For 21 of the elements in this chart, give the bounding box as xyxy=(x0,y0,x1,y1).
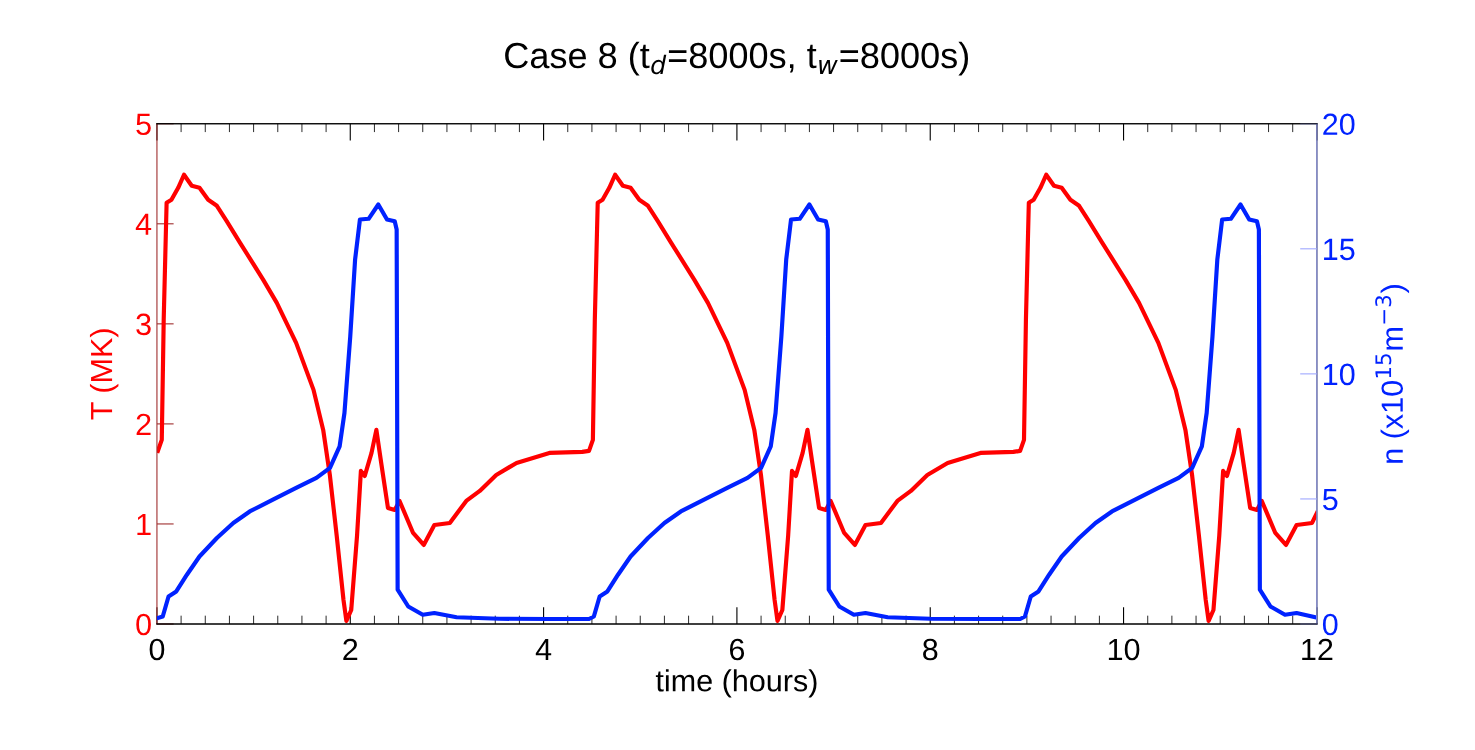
y2-axis-title: n (x10$^{15}$m$^{−3}$) xyxy=(1375,285,1410,463)
x-axis-title: time (hours) xyxy=(655,669,817,698)
x-tick-label: 10 xyxy=(1108,638,1140,661)
y2-tick-label: 20 xyxy=(1323,113,1355,136)
y2-tick-label: 10 xyxy=(1324,363,1355,386)
chart-title: Case 8 (t$_{d}$=8000s, t$_{w}$=8000s) xyxy=(505,41,968,76)
x-tick-label: 8 xyxy=(923,638,938,661)
y2-tick-label: 0 xyxy=(1322,613,1338,636)
x-tick-label: 4 xyxy=(535,639,552,661)
y-tick-label: 1 xyxy=(137,514,151,536)
y-tick-label: 2 xyxy=(136,413,151,435)
x-tick-label: 2 xyxy=(343,638,358,661)
y-tick-label: 4 xyxy=(135,213,152,235)
y2-tick-label: 15 xyxy=(1324,238,1355,261)
y-axis-title: T (MK) xyxy=(89,329,119,420)
x-tick-label: 6 xyxy=(729,638,745,661)
y2-tick-label: 5 xyxy=(1322,488,1338,511)
y-tick-label: 3 xyxy=(136,313,151,336)
x-tick-label: 12 xyxy=(1302,638,1333,661)
y-tick-label: 0 xyxy=(136,613,151,636)
y-tick-label: 5 xyxy=(136,113,151,136)
